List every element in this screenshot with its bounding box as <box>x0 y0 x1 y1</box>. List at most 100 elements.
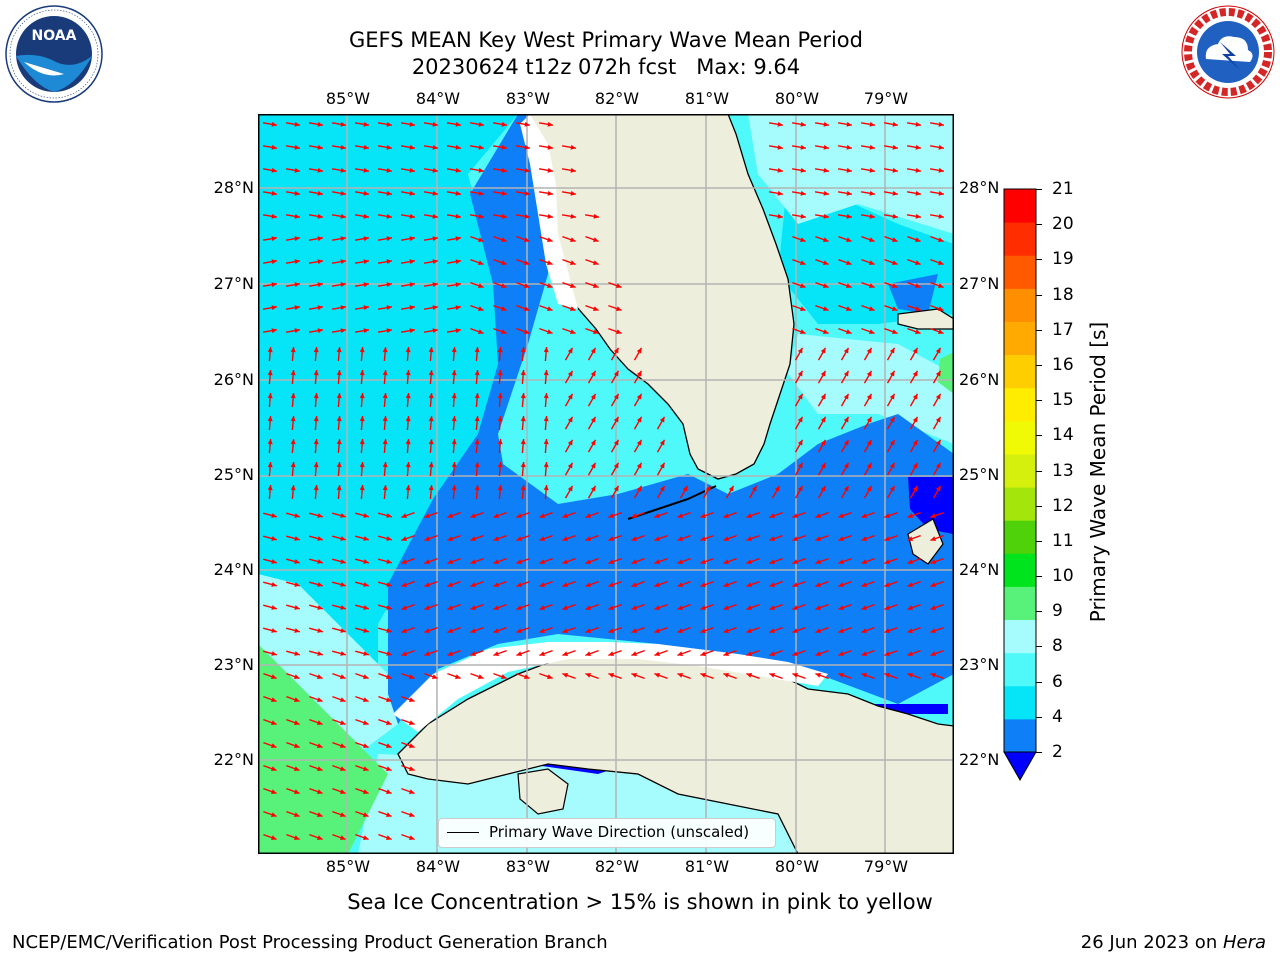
wave-arrow-head <box>478 260 484 265</box>
wave-arrow-head <box>912 347 918 354</box>
wave-arrow-head <box>424 582 430 587</box>
wave-arrow-head <box>524 674 530 679</box>
wave-arrow-head <box>935 393 941 400</box>
wave-arrow-head <box>313 370 319 376</box>
wave-arrow-head <box>636 347 642 354</box>
wave-arrow-head <box>524 121 530 127</box>
wave-arrow-head <box>432 305 438 311</box>
wave-arrow-head <box>524 329 530 334</box>
wave-period-map[interactable] <box>258 114 954 854</box>
wave-arrow-head <box>889 462 895 469</box>
wave-arrow-head <box>677 673 683 678</box>
wave-arrow-head <box>317 720 323 725</box>
wave-arrow-head <box>539 559 545 564</box>
wave-arrow-head <box>869 213 875 219</box>
wave-arrow-head <box>451 462 457 468</box>
wave-arrow-head <box>386 697 392 702</box>
wave-arrow-head <box>746 559 752 564</box>
wave-arrow-head <box>317 605 323 610</box>
lon-label-bottom-79w: 79°W <box>863 857 909 876</box>
wave-arrow-head <box>290 416 296 422</box>
wave-arrow-head <box>516 513 522 518</box>
wave-arrow-head <box>723 513 729 518</box>
wave-arrow-head <box>294 190 300 196</box>
wave-arrow-head <box>820 393 826 400</box>
wave-arrow-head <box>700 673 706 678</box>
wave-arrow-head <box>267 485 273 491</box>
wave-arrow-head <box>294 559 300 564</box>
wave-arrow-head <box>570 306 576 311</box>
wave-arrow-head <box>428 462 434 468</box>
wave-arrow-head <box>432 259 438 265</box>
wave-arrow-head <box>267 416 273 422</box>
wave-arrow-head <box>470 513 476 518</box>
wave-arrow-head <box>659 439 665 446</box>
wave-arrow-head <box>271 559 277 564</box>
wave-arrow-head <box>409 167 415 173</box>
wave-arrow-head <box>455 236 461 242</box>
wave-arrow-head <box>866 347 872 354</box>
wave-arrow-head <box>271 743 277 748</box>
wave-arrow-head <box>547 167 553 173</box>
wave-arrow-head <box>792 513 798 518</box>
lon-label-top-83w: 83°W <box>505 89 551 108</box>
wave-arrow-head <box>797 416 803 423</box>
wave-arrow-head <box>524 237 530 242</box>
wave-arrow-head <box>938 167 944 173</box>
wave-arrow-head <box>613 416 619 423</box>
wave-arrow-head <box>382 439 388 445</box>
wave-arrow-head <box>271 605 277 610</box>
wave-arrow-head <box>340 605 346 610</box>
colorbar-segment <box>1004 718 1036 753</box>
wave-arrow-head <box>432 282 438 288</box>
wave-arrow-head <box>792 536 798 541</box>
wave-arrow-head <box>823 213 829 219</box>
wave-arrow-head <box>524 306 530 311</box>
wave-arrow-head <box>271 789 277 794</box>
wave-arrow-head <box>474 393 480 399</box>
wave-arrow-head <box>800 167 806 173</box>
wave-arrow-head <box>313 393 319 399</box>
wave-arrow-head <box>915 237 921 242</box>
wave-arrow-head <box>866 393 872 400</box>
wave-arrow-head <box>585 628 591 633</box>
wave-arrow-head <box>547 283 553 288</box>
wave-arrow-head <box>478 190 484 196</box>
wave-arrow-head <box>613 393 619 400</box>
lon-label-bottom-85w: 85°W <box>325 857 371 876</box>
wave-arrow-head <box>823 121 829 127</box>
wave-arrow-head <box>516 628 522 633</box>
wave-arrow-head <box>497 462 503 468</box>
wave-arrow-head <box>593 283 599 288</box>
wave-arrow-head <box>405 485 411 491</box>
lon-label-top-84w: 84°W <box>415 89 461 108</box>
wave-arrow-head <box>567 393 573 400</box>
andros-island <box>907 518 944 565</box>
wave-arrow-head <box>524 144 530 150</box>
wave-arrow-head <box>838 605 844 610</box>
wave-arrow-head <box>846 283 852 288</box>
wave-arrow-head <box>363 259 369 265</box>
colorbar-segment <box>1004 652 1036 687</box>
wave-arrow-head <box>428 370 434 376</box>
wave-arrow-head <box>409 282 415 288</box>
wave-arrow-head <box>892 190 898 196</box>
wave-arrow-head <box>570 167 576 173</box>
wave-arrow-head <box>474 485 480 491</box>
wave-arrow-head <box>797 370 803 377</box>
wave-arrow-head <box>524 213 530 219</box>
wave-arrow-head <box>409 328 415 334</box>
wave-arrow-head <box>543 485 549 491</box>
wave-arrow-head <box>336 485 342 491</box>
wave-arrow-head <box>363 582 369 587</box>
wave-arrow-head <box>869 306 875 311</box>
wave-arrow-head <box>363 305 369 311</box>
wave-arrow-head <box>915 329 921 334</box>
wave-arrow-head <box>636 462 642 469</box>
wave-arrow-head <box>340 213 346 219</box>
wave-arrow-head <box>317 651 323 656</box>
wave-arrow-head <box>294 582 300 587</box>
wave-arrow-head <box>547 260 553 265</box>
colorbar-segment <box>1004 189 1036 223</box>
wave-arrow-head <box>317 582 323 587</box>
